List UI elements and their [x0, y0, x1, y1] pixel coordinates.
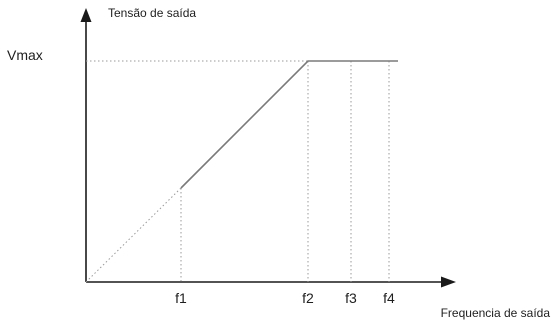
tick-label-f2: f2	[302, 290, 314, 306]
vf-curve	[180, 60, 398, 189]
tick-label-f3: f3	[345, 290, 357, 306]
tick-label-f4: f4	[383, 290, 395, 306]
x-axis-arrow	[441, 276, 456, 288]
x-axis-label: Frequencia de saída	[441, 306, 551, 320]
origin-extension-line	[85, 187, 182, 283]
y-axis-label: Tensão de saída	[108, 6, 196, 20]
tick-label-f1: f1	[175, 290, 187, 306]
vmax-label: Vmax	[7, 47, 43, 63]
y-axis-arrow	[80, 8, 92, 22]
